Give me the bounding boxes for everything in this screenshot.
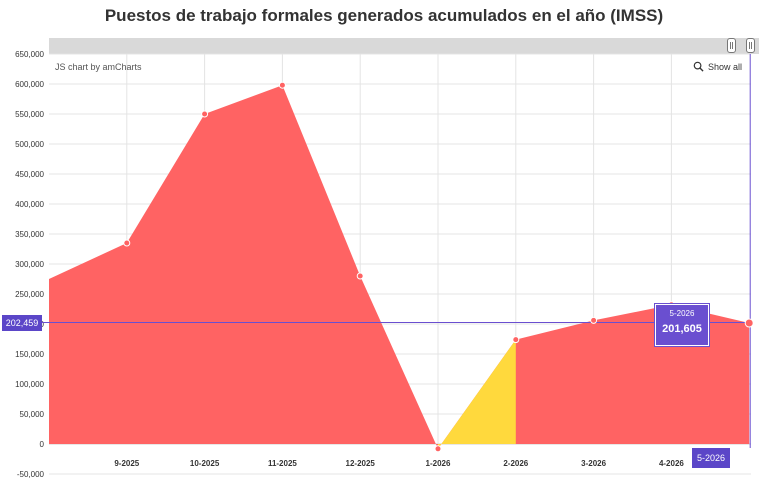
y-tick-label: -50,000 bbox=[17, 470, 45, 479]
data-point bbox=[356, 272, 364, 280]
x-tick-label: 10-2025 bbox=[190, 459, 220, 468]
x-tick-label: 4-2026 bbox=[659, 459, 684, 468]
tooltip-category: 5-2026 bbox=[669, 309, 695, 318]
y-tick-label: 500,000 bbox=[15, 140, 44, 149]
cursor-y-label: 202,459 bbox=[2, 315, 42, 331]
data-point bbox=[744, 318, 754, 328]
chart-credit[interactable]: JS chart by amCharts bbox=[55, 62, 142, 72]
y-tick-label: 550,000 bbox=[15, 110, 44, 119]
y-tick-label: 150,000 bbox=[15, 350, 44, 359]
show-all-button[interactable]: Show all bbox=[693, 61, 742, 72]
x-tick-label: 12-2025 bbox=[346, 459, 376, 468]
zoom-icon bbox=[693, 61, 704, 72]
scrollbar-end-grip[interactable] bbox=[746, 38, 755, 53]
y-tick-label: 250,000 bbox=[15, 290, 44, 299]
series-area bbox=[49, 85, 750, 449]
data-point bbox=[278, 81, 286, 89]
data-point bbox=[512, 336, 520, 344]
data-point bbox=[590, 316, 598, 324]
y-tick-label: 300,000 bbox=[15, 260, 44, 269]
x-tick-label: 9-2025 bbox=[114, 459, 139, 468]
cursor-x-label: 5-2026 bbox=[692, 448, 730, 468]
x-tick-label: 2-2026 bbox=[503, 459, 528, 468]
x-tick-label: 11-2025 bbox=[268, 459, 297, 468]
y-tick-label: 100,000 bbox=[15, 380, 44, 389]
y-tick-label: 350,000 bbox=[15, 230, 44, 239]
y-tick-label: 50,000 bbox=[20, 410, 45, 419]
y-tick-label: 400,000 bbox=[15, 200, 44, 209]
data-point bbox=[123, 239, 131, 247]
show-all-label: Show all bbox=[708, 61, 743, 72]
data-point bbox=[434, 445, 442, 453]
scrollbar-start-grip[interactable] bbox=[727, 38, 736, 53]
highlight-area bbox=[438, 339, 516, 449]
tooltip-value: 201,605 bbox=[662, 323, 702, 335]
x-tick-label: 1-2026 bbox=[426, 459, 451, 468]
horizontal-scrollbar[interactable] bbox=[49, 38, 759, 54]
y-tick-label: 450,000 bbox=[15, 170, 44, 179]
chart-title: Puestos de trabajo formales generados ac… bbox=[104, 6, 664, 25]
y-tick-label: 600,000 bbox=[15, 80, 44, 89]
y-tick-label: 0 bbox=[40, 440, 45, 449]
x-tick-label: 3-2026 bbox=[581, 459, 606, 468]
value-tooltip: 5-2026 201,605 bbox=[655, 304, 709, 346]
data-point bbox=[201, 110, 209, 118]
y-tick-label: 650,000 bbox=[15, 50, 44, 59]
